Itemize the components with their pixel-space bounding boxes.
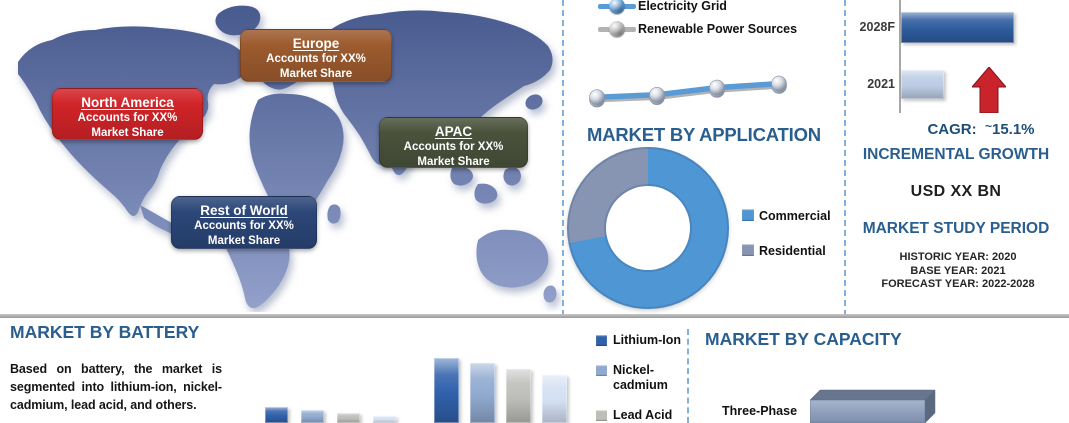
region-label-north-america: North America Accounts for XX% Market Sh… — [52, 88, 203, 140]
bar-2021 — [901, 70, 944, 99]
legend-item-commercial: Commercial — [742, 207, 831, 225]
horizontal-divider — [0, 314, 1069, 318]
application-donut-chart — [567, 147, 729, 309]
battery-bar — [434, 358, 459, 423]
region-share-line2: Market Share — [207, 235, 281, 247]
legend-swatch-lead-acid — [596, 410, 607, 421]
legend-label: Electricity Grid — [638, 0, 727, 13]
vertical-dashed-divider — [562, 0, 564, 316]
battery-bar — [470, 363, 495, 423]
region-name: APAC — [434, 124, 473, 139]
battery-legend: Lithium-Ion Nickel-cadmium Lead Acid — [596, 333, 684, 423]
legend-swatch-lithium-ion — [596, 335, 607, 346]
legend-item-lithium-ion: Lithium-Ion — [596, 333, 684, 348]
legend-swatch-residential — [742, 244, 754, 256]
line-legend-item-renewables: Renewable Power Sources — [598, 20, 797, 37]
vertical-dashed-divider — [844, 0, 846, 316]
legend-label: Renewable Power Sources — [638, 21, 798, 36]
region-label-rest-of-world: Rest of World Accounts for XX% Market Sh… — [171, 196, 317, 249]
legend-item-residential: Residential — [742, 242, 831, 260]
capacity-category-label: Three-Phase — [722, 404, 798, 418]
region-share-line1: Accounts for XX% — [194, 220, 294, 232]
region-share-line2: Market Share — [91, 127, 164, 139]
region-label-apac: APAC Accounts for XX% Market Share — [379, 117, 528, 168]
battery-bar — [542, 375, 567, 423]
region-share-line2: Market Share — [279, 68, 353, 80]
legend-item-lead-acid: Lead Acid — [596, 408, 684, 423]
bar-label-2028f: 2028F — [859, 20, 895, 34]
legend-label: Residential — [759, 243, 826, 258]
line-marker-icon — [598, 20, 636, 37]
legend-label: Nickel-cadmium — [613, 363, 668, 392]
donut-legend: Commercial Residential — [742, 207, 831, 277]
legend-label: Lithium-Ion — [613, 333, 682, 347]
market-study-period-title: MARKET STUDY PERIOD — [862, 220, 1050, 237]
legend-swatch-nickel-cadmium — [596, 365, 607, 376]
line-marker-icon — [598, 0, 636, 14]
legend-swatch-commercial — [742, 209, 754, 221]
region-name: Europe — [292, 36, 340, 51]
market-study-period-details: HISTORIC YEAR: 2020 BASE YEAR: 2021 FORE… — [880, 251, 1036, 292]
region-share-line2: Market Share — [417, 156, 490, 168]
region-share-line1: Accounts for XX% — [266, 53, 366, 65]
grid-renewables-line-chart — [589, 75, 787, 108]
region-label-europe: Europe Accounts for XX% Market Share — [240, 29, 392, 82]
battery-bar — [506, 369, 531, 423]
region-share-line1: Accounts for XX% — [77, 112, 178, 124]
battery-bar — [337, 413, 360, 423]
bar-label-2021: 2021 — [867, 77, 895, 91]
section-title-application: MARKET BY APPLICATION — [587, 124, 821, 145]
cagr-value: CAGR: ~15.1% — [927, 119, 1035, 138]
region-share-line1: Accounts for XX% — [403, 141, 504, 153]
line-legend-item-electricity-grid: Electricity Grid — [598, 0, 727, 14]
legend-label: Commercial — [759, 208, 831, 223]
historic-year: HISTORIC YEAR: 2020 — [899, 251, 1017, 263]
three-phase-bar — [810, 389, 936, 423]
bar-chart-axis — [899, 0, 901, 113]
battery-bar — [265, 407, 288, 423]
battery-description: Based on battery, the market is segmente… — [10, 362, 222, 412]
battery-bar — [373, 416, 396, 423]
region-name: North America — [81, 95, 174, 110]
donut-hole — [606, 186, 690, 270]
section-title-battery: MARKET BY BATTERY — [10, 322, 200, 342]
base-year: BASE YEAR: 2021 — [910, 264, 1006, 277]
section-title-capacity: MARKET BY CAPACITY — [705, 329, 902, 349]
vertical-dashed-divider — [687, 329, 689, 423]
legend-item-nickel-cadmium: Nickel-cadmium — [596, 363, 684, 393]
growth-arrow-icon — [972, 67, 1006, 113]
legend-label: Lead Acid — [613, 408, 673, 422]
incremental-growth-value: USD XX BN — [910, 183, 1002, 200]
bar-2028f — [901, 12, 1014, 43]
incremental-growth-title: INCREMENTAL GROWTH — [862, 146, 1050, 163]
region-name: Rest of World — [200, 203, 288, 218]
battery-bar — [301, 410, 324, 423]
approx-symbol: ~ — [984, 119, 992, 133]
forecast-year: FORECAST YEAR: 2022-2028 — [881, 278, 1035, 290]
